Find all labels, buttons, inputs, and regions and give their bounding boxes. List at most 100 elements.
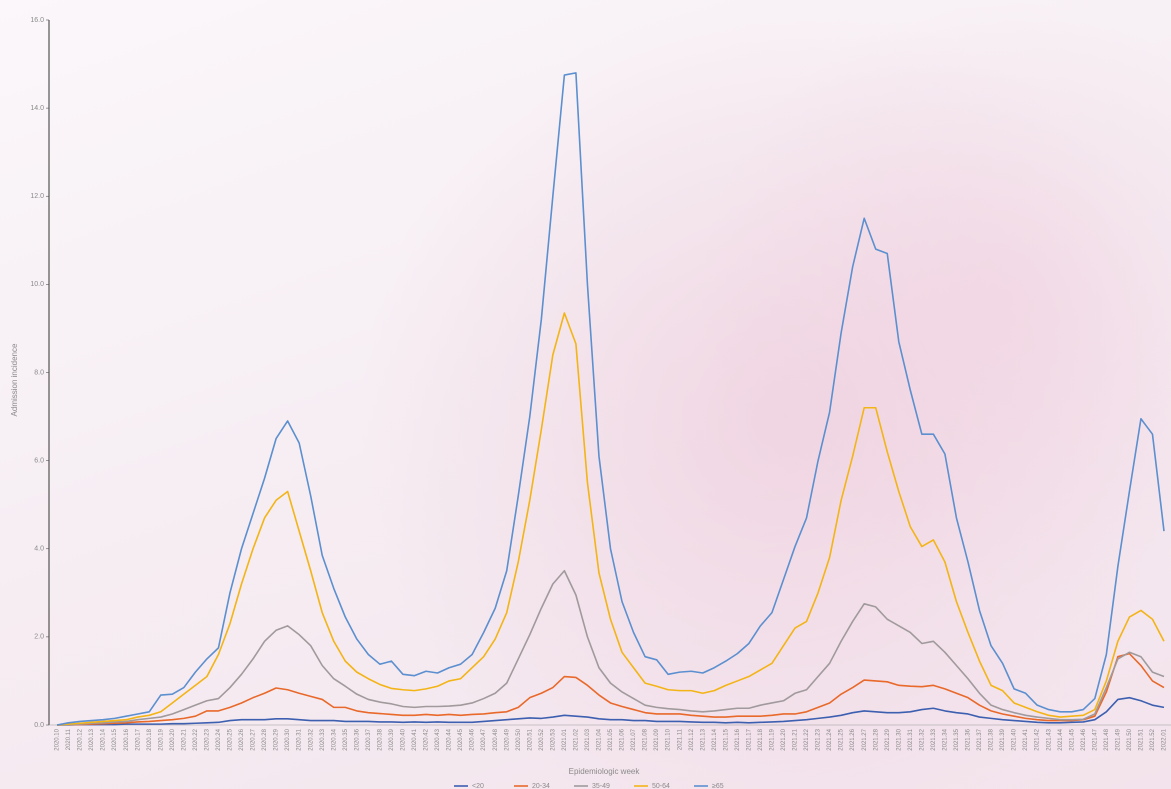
y-tick-label: 0.0	[34, 722, 44, 729]
x-tick-label: 2021.11	[677, 728, 683, 750]
x-tick-label: 2020.23	[204, 728, 210, 750]
x-tick-label: 2020.27	[251, 728, 257, 750]
x-tick-label: 2021.46	[1081, 728, 1087, 750]
x-tick-label: 2021.38	[989, 728, 995, 750]
x-tick-label: 2021.26	[850, 728, 856, 750]
x-tick-label: 2021.04	[597, 728, 603, 750]
x-tick-label: 2021.10	[666, 728, 672, 750]
x-tick-label: 2021.44	[1058, 728, 1064, 750]
x-axis-title: Epidemiologic week	[569, 767, 641, 776]
x-tick-label: 2020.25	[228, 728, 234, 750]
x-tick-label: 2021.29	[885, 728, 891, 750]
x-tick-label: 2021.51	[1139, 728, 1145, 750]
x-tick-label: 2021.01	[562, 728, 568, 750]
x-tick-label: 2021.35	[954, 728, 960, 750]
x-tick-label: 2021.31	[908, 728, 914, 750]
x-tick-label: 2021.43	[1046, 728, 1052, 750]
y-tick-label: 8.0	[34, 369, 44, 376]
x-tick-label: 2021.42	[1035, 728, 1041, 750]
x-tick-label: 2021.40	[1012, 728, 1018, 750]
x-tick-label: 2021.09	[654, 728, 660, 750]
series-line	[56, 652, 1165, 726]
x-tick-label: 2020.26	[239, 728, 245, 750]
x-tick-label: 2020.12	[78, 728, 84, 750]
x-tick-label: 2020.38	[377, 728, 383, 750]
x-tick-label: 2021.08	[643, 728, 649, 750]
x-tick-label: 2021.15	[723, 728, 729, 750]
y-tick-label: 4.0	[34, 546, 44, 553]
x-tick-label: 2021.39	[1000, 728, 1006, 750]
x-tick-label: 2020.19	[158, 728, 164, 750]
x-tick-label: 2021.16	[735, 728, 741, 750]
x-tick-label: 2021.07	[631, 728, 637, 750]
x-tick-label: 2020.35	[343, 728, 349, 750]
x-tick-label: 2021.12	[689, 728, 695, 750]
x-tick-label: 2020.48	[493, 728, 499, 750]
x-tick-label: 2021.22	[804, 728, 810, 750]
x-tick-label: 2021.49	[1115, 728, 1121, 750]
x-tick-label: 2020.37	[366, 728, 372, 750]
x-tick-label: 2021.25	[839, 728, 845, 750]
x-tick-label: 2020.18	[147, 728, 153, 750]
x-tick-label: 2020.17	[135, 728, 141, 750]
x-tick-label: 2021.19	[770, 728, 776, 750]
x-tick-label: 2021.06	[620, 728, 626, 750]
x-tick-label: 2020.32	[308, 728, 314, 750]
x-tick-label: 2020.13	[89, 728, 95, 750]
x-tick-label: 2020.28	[262, 728, 268, 750]
x-tick-label: 2020.29	[274, 728, 280, 750]
x-tick-label: 2021.17	[746, 728, 752, 750]
x-tick-label: 2020.51	[527, 728, 533, 750]
x-tick-label: 2020.50	[516, 728, 522, 750]
x-tick-label: 2021.34	[942, 728, 948, 750]
x-tick-label: 2021.41	[1023, 728, 1029, 750]
y-tick-label: 2.0	[34, 634, 44, 641]
x-tick-label: 2021.30	[896, 728, 902, 750]
y-axis-title: Admission incidence	[10, 343, 19, 416]
x-tick-label: 2021.24	[827, 728, 833, 750]
x-tick-label: 2021.20	[781, 728, 787, 750]
x-tick-label: 2020.53	[550, 728, 556, 750]
x-tick-label: 2021.36	[966, 728, 972, 750]
y-tick-label: 6.0	[34, 457, 44, 464]
x-tick-label: 2021.05	[608, 728, 614, 750]
x-tick-label: 2020.42	[424, 728, 430, 750]
x-tick-label: 2021.33	[931, 728, 937, 750]
x-tick-label: 2020.15	[112, 728, 118, 750]
x-tick-label: 2020.45	[458, 728, 464, 750]
x-tick-label: 2020.24	[216, 728, 222, 750]
x-tick-label: 2021.48	[1104, 728, 1110, 750]
y-tick-label: 14.0	[30, 105, 44, 112]
x-tick-label: 2021.14	[712, 728, 718, 750]
series-line	[57, 696, 1165, 726]
x-tick-label: 2020.14	[101, 728, 107, 750]
x-tick-label: 2020.34	[331, 728, 337, 750]
x-tick-label: 2022.01	[1162, 728, 1168, 750]
legend-label: 20-34	[532, 783, 550, 789]
x-tick-label: 2020.21	[181, 728, 187, 750]
x-tick-label: 2021.50	[1127, 728, 1133, 750]
x-tick-label: 2020.39	[389, 728, 395, 750]
x-tick-label: 2020.47	[481, 728, 487, 750]
x-tick-label: 2021.03	[585, 728, 591, 750]
x-tick-label: 2020.44	[447, 728, 453, 750]
x-tick-label: 2021.45	[1069, 728, 1075, 750]
x-tick-label: 2020.10	[55, 728, 61, 750]
x-tick-label: 2020.52	[539, 728, 545, 750]
x-tick-label: 2021.37	[977, 728, 983, 750]
x-tick-label: 2021.52	[1150, 728, 1156, 750]
x-tick-label: 2020.11	[66, 728, 72, 750]
x-tick-label: 2021.18	[758, 728, 764, 750]
x-tick-label: 2020.41	[412, 728, 418, 750]
x-tick-label: 2021.02	[573, 728, 579, 750]
x-tick-label: 2020.16	[124, 728, 130, 750]
x-tick-label: 2020.36	[354, 728, 360, 750]
series-line	[56, 569, 1165, 726]
x-tick-label: 2021.27	[862, 728, 868, 750]
x-tick-label: 2020.43	[435, 728, 441, 750]
x-tick-label: 2021.21	[793, 728, 799, 750]
x-tick-label: 2020.31	[297, 728, 303, 750]
x-tick-label: 2021.47	[1092, 728, 1098, 750]
